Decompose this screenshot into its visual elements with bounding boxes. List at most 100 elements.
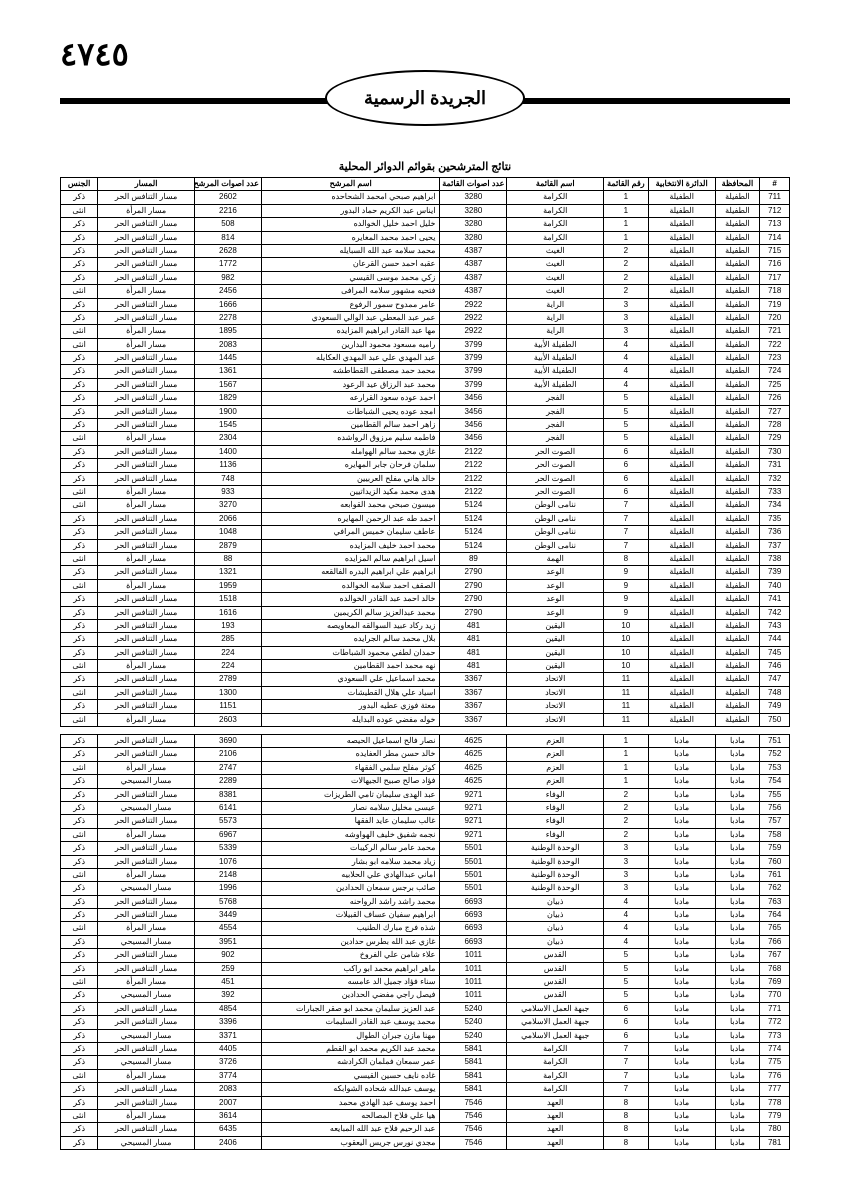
cell: 5 (604, 419, 649, 432)
table-row: 754مادبامادبا1العزم4625فؤاد صالح صبيح ال… (61, 775, 790, 788)
cell: 5 (604, 392, 649, 405)
cell: الطفيلة (648, 552, 715, 565)
cell: مادبا (715, 1002, 760, 1015)
cell: مادبا (648, 828, 715, 841)
cell: 4 (604, 338, 649, 351)
cell: 3 (604, 882, 649, 895)
cell: 193 (194, 619, 261, 632)
cell: 7 (604, 1043, 649, 1056)
cell: مادبا (648, 1096, 715, 1109)
cell: مسار التنافس الحر (98, 472, 195, 485)
cell: 2456 (194, 285, 261, 298)
cell: 723 (760, 352, 790, 365)
cell: 2289 (194, 775, 261, 788)
cell: 1048 (194, 526, 261, 539)
cell: مسار التنافس الحر (98, 1002, 195, 1015)
cell: مسار التنافس الحر (98, 1096, 195, 1109)
gap-row (61, 727, 790, 735)
table-row: 766مادبامادبا4ذبيان6693غازي عبد الله بطر… (61, 935, 790, 948)
cell: 737 (760, 539, 790, 552)
cell: ذكر (61, 244, 98, 257)
cell: احمد طه عبد الرحمن المهايره (261, 512, 440, 525)
cell: 2083 (194, 1083, 261, 1096)
cell: مسار التنافس الحر (98, 392, 195, 405)
cell: 6967 (194, 828, 261, 841)
cell: 4 (604, 935, 649, 948)
cell: الطفيلة (715, 244, 760, 257)
cell: مادبا (648, 922, 715, 935)
cell: انثى (61, 1069, 98, 1082)
cell: عبد الهدى سليمان تامي الطريزات (261, 788, 440, 801)
cell: ذكر (61, 962, 98, 975)
cell: ذكر (61, 646, 98, 659)
cell: 5240 (440, 1016, 507, 1029)
cell: ذكر (61, 619, 98, 632)
cell: 744 (760, 633, 790, 646)
cell: انثى (61, 922, 98, 935)
cell: مادبا (648, 976, 715, 989)
cell: الاتحاد (507, 673, 604, 686)
cell: 714 (760, 231, 790, 244)
cell: 730 (760, 445, 790, 458)
cell: مسار التنافس الحر (98, 735, 195, 748)
cell: 2304 (194, 432, 261, 445)
cell: الطفيلة (648, 432, 715, 445)
cell: الوعد (507, 579, 604, 592)
cell: 4405 (194, 1043, 261, 1056)
cell: مسار التنافس الحر (98, 512, 195, 525)
cell: 6 (604, 1002, 649, 1015)
cell: 1136 (194, 459, 261, 472)
cell: مادبا (648, 989, 715, 1002)
cell: 5841 (440, 1043, 507, 1056)
cell: 717 (760, 271, 790, 284)
table-row: 775مادبامادبا7الكرامة5841عمر سمعان فملما… (61, 1056, 790, 1069)
cell: ذكر (61, 882, 98, 895)
cell: مادبا (648, 1016, 715, 1029)
cell: الكرامة (507, 1083, 604, 1096)
cell: مسار التنافس الحر (98, 1016, 195, 1029)
cell: 763 (760, 895, 790, 908)
table-row: 742الطفيلةالطفيلة9الوعد2790محمد عبدالعزي… (61, 606, 790, 619)
table-row: 745الطفيلةالطفيلة10اليقين481حمدان لطفي م… (61, 646, 790, 659)
table-row: 738الطفيلةالطفيلة8الهمة89اسيل ابراهيم سا… (61, 552, 790, 565)
cell: محمد سلامه عبد الله السبايله (261, 244, 440, 257)
cell: الوعد (507, 566, 604, 579)
cell: ننامى الوطن (507, 512, 604, 525)
cell: مادبا (648, 1123, 715, 1136)
cell: ذكر (61, 526, 98, 539)
table-row: 746الطفيلةالطفيلة10اليقين481نهه محمد احم… (61, 660, 790, 673)
cell: العهد (507, 1123, 604, 1136)
table-row: 721الطفيلةالطفيلة3الراية2922مها عبد القا… (61, 325, 790, 338)
cell: زكي محمد موسى القيسي (261, 271, 440, 284)
cell: انثى (61, 338, 98, 351)
cell: نجمه شفيق خليف الهواوشه (261, 828, 440, 841)
cell: الصقف احمد سلامه الخوالده (261, 579, 440, 592)
cell: فؤاد صالح صبيح الجيهالات (261, 775, 440, 788)
cell: ذكر (61, 459, 98, 472)
cell: مجدي نورس جريس اليعقوب (261, 1136, 440, 1149)
cell: 6 (604, 1029, 649, 1042)
cell: 1996 (194, 882, 261, 895)
cell: الصوت الحر (507, 459, 604, 472)
cell: مادبا (715, 842, 760, 855)
cell: 726 (760, 392, 790, 405)
cell: 2 (604, 788, 649, 801)
cell: مسار المرأة (98, 660, 195, 673)
cell: 8 (604, 1096, 649, 1109)
cell: مسار التنافس الحر (98, 788, 195, 801)
col-header: الجنس (61, 178, 98, 191)
cell: الطفيلة (648, 633, 715, 646)
page: ٤٧٤٥ الجريدة الرسمية نتائج المترشحين بقو… (0, 0, 850, 1193)
cell: 5501 (440, 855, 507, 868)
cell: 2 (604, 828, 649, 841)
cell: 9271 (440, 828, 507, 841)
cell: مسار التنافس الحر (98, 298, 195, 311)
cell: مسار التنافس الحر (98, 365, 195, 378)
cell: ذكر (61, 392, 98, 405)
cell: 814 (194, 231, 261, 244)
cell: 1666 (194, 298, 261, 311)
cell: 3726 (194, 1056, 261, 1069)
cell: ذكر (61, 1123, 98, 1136)
cell: 7546 (440, 1123, 507, 1136)
cell: 7 (604, 1069, 649, 1082)
